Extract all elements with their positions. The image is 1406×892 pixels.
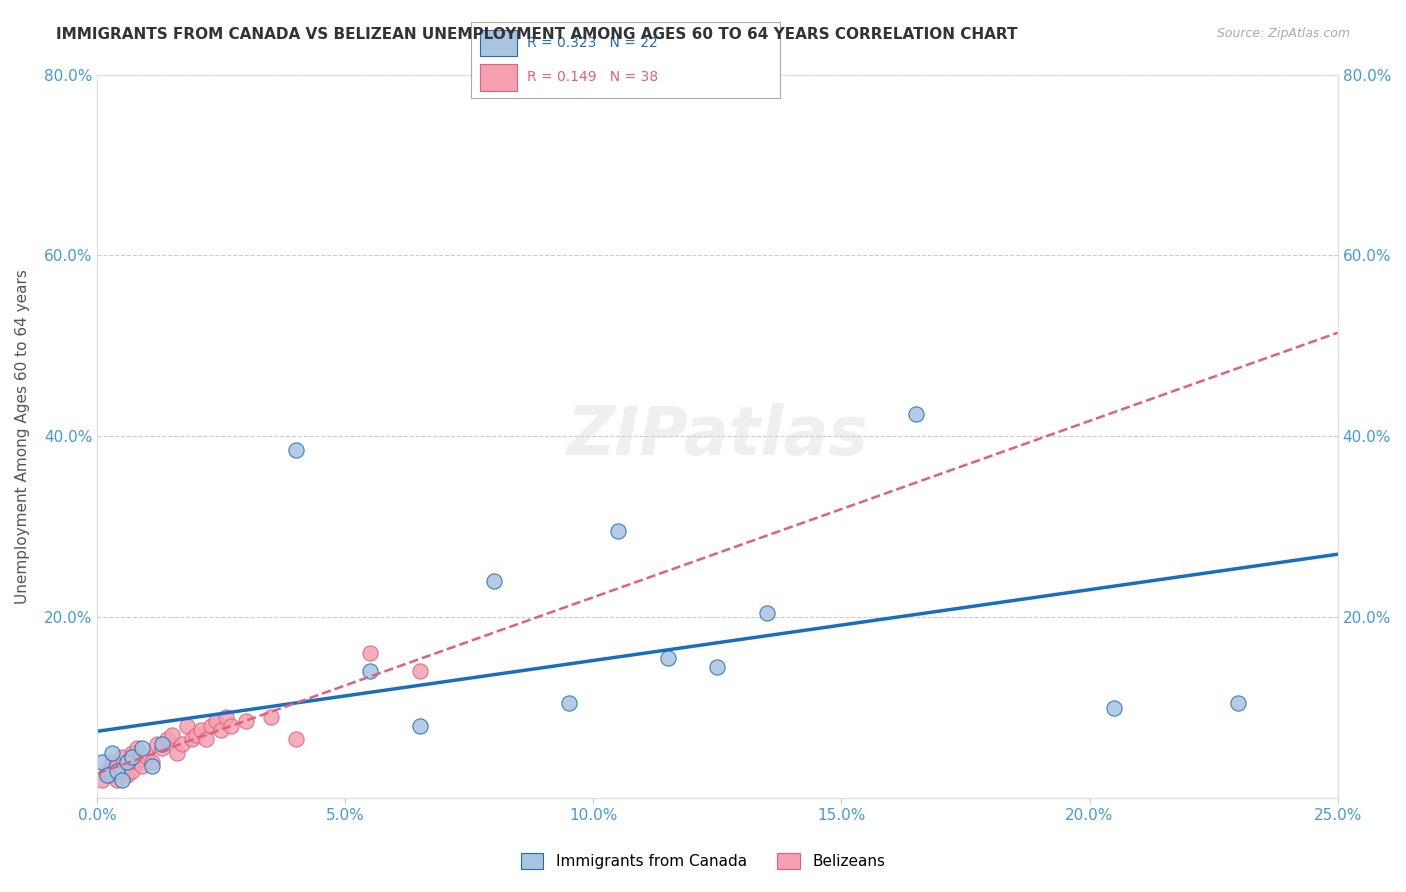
Point [209,723,232,738]
Point [115,755,138,769]
Point [111,764,134,778]
Point [115,768,138,782]
Point [150,741,173,756]
Point [105,772,128,787]
Point [131,759,153,773]
Point [756,606,779,620]
Point [111,750,134,764]
Point [904,407,927,421]
Point [121,764,143,778]
Point [215,709,238,723]
Point [1227,696,1250,710]
Point [706,660,728,674]
Point [115,755,138,769]
Point [557,696,579,710]
Point [135,750,157,764]
Point [91,755,114,769]
Y-axis label: Unemployment Among Ages 60 to 64 years: Unemployment Among Ages 60 to 64 years [15,268,30,604]
Point [1104,700,1126,714]
Point [284,732,307,747]
Point [166,746,188,760]
Point [219,719,242,733]
Point [200,719,222,733]
Point [359,646,381,660]
Point [125,741,148,756]
Point [160,728,183,742]
Point [121,746,143,760]
Point [205,714,228,729]
Point [96,768,118,782]
Point [170,737,193,751]
Text: Source: ZipAtlas.com: Source: ZipAtlas.com [1216,27,1350,40]
Point [111,772,134,787]
Point [235,714,257,729]
Point [186,728,208,742]
Point [121,750,143,764]
Point [101,755,124,769]
Text: ZIPatlas: ZIPatlas [567,403,869,469]
Point [105,759,128,773]
Text: R = 0.323   N = 22: R = 0.323 N = 22 [527,36,658,50]
Legend: Immigrants from Canada, Belizeans: Immigrants from Canada, Belizeans [515,847,891,875]
Point [96,764,118,778]
Point [125,755,148,769]
FancyBboxPatch shape [481,64,517,91]
Point [141,759,163,773]
Point [359,665,381,679]
Point [131,741,153,756]
Point [607,524,630,539]
Point [105,764,128,778]
Text: IMMIGRANTS FROM CANADA VS BELIZEAN UNEMPLOYMENT AMONG AGES 60 TO 64 YEARS CORREL: IMMIGRANTS FROM CANADA VS BELIZEAN UNEMP… [56,27,1018,42]
Text: R = 0.149   N = 38: R = 0.149 N = 38 [527,70,658,84]
Point [176,719,198,733]
Point [156,732,179,747]
Point [141,755,163,769]
Point [101,746,124,760]
Point [260,709,283,723]
Point [190,723,212,738]
Point [101,768,124,782]
Point [91,772,114,787]
Point [180,732,202,747]
Point [195,732,218,747]
Point [146,737,169,751]
Point [409,665,432,679]
Point [284,442,307,457]
Point [657,651,679,665]
Point [150,737,173,751]
Point [482,574,505,588]
FancyBboxPatch shape [481,30,517,56]
Point [409,719,432,733]
